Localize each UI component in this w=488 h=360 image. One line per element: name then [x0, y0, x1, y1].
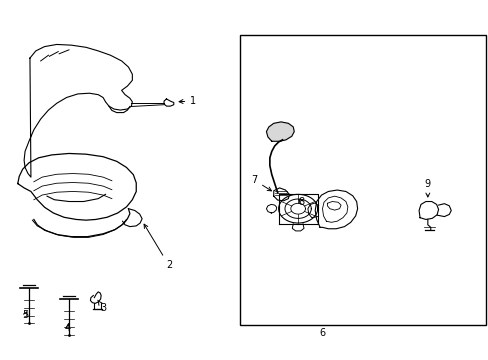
- Text: 5: 5: [22, 310, 28, 320]
- Text: 4: 4: [65, 323, 71, 333]
- Text: 9: 9: [424, 179, 430, 197]
- Text: 7: 7: [251, 175, 271, 191]
- Polygon shape: [266, 122, 294, 141]
- Text: 1: 1: [179, 96, 196, 106]
- Text: 3: 3: [98, 300, 106, 313]
- Text: 8: 8: [298, 197, 304, 207]
- Bar: [239, 35, 485, 325]
- Text: 2: 2: [144, 224, 172, 270]
- Text: 6: 6: [319, 328, 325, 338]
